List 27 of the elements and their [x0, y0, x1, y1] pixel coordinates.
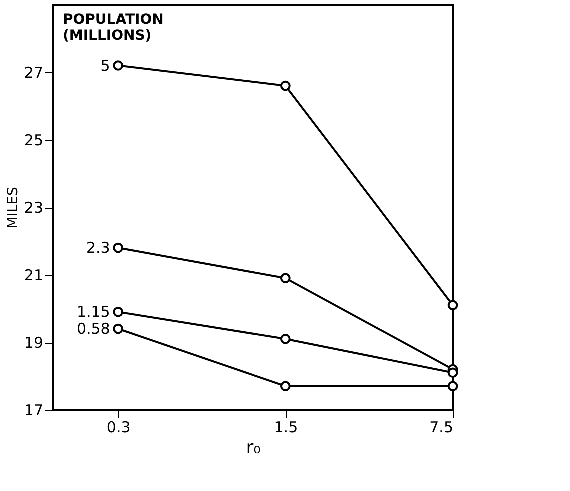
point [448, 368, 458, 378]
x-tick-label: 1.5 [274, 418, 298, 436]
point [113, 242, 124, 254]
legend-title: POPULATION (MILLIONS) [63, 12, 164, 44]
y-tick-label: 23 [24, 199, 44, 217]
point [448, 381, 458, 392]
point [113, 60, 124, 71]
series-label: 2.3 [86, 239, 110, 257]
y-axis-title: MILES [5, 187, 22, 229]
y-tick-label: 21 [24, 266, 44, 284]
x-axis-title: r₀ [246, 438, 261, 458]
point [113, 306, 124, 318]
y-tick-label: 19 [24, 334, 44, 352]
series-label: 0.58 [76, 320, 110, 338]
x-tick-label: 0.3 [106, 418, 131, 436]
series-label: 5 [100, 56, 110, 75]
point [113, 324, 124, 334]
x-tick-label: 7.5 [430, 418, 454, 436]
y-tick-label: 27 [24, 64, 44, 82]
point [280, 381, 291, 392]
y-tick-label: 17 [24, 402, 44, 420]
series-label: 1.15 [76, 303, 110, 322]
point [280, 80, 291, 92]
y-tick-label: 25 [24, 132, 44, 150]
point [280, 273, 291, 284]
point [280, 334, 291, 344]
point [448, 300, 458, 311]
